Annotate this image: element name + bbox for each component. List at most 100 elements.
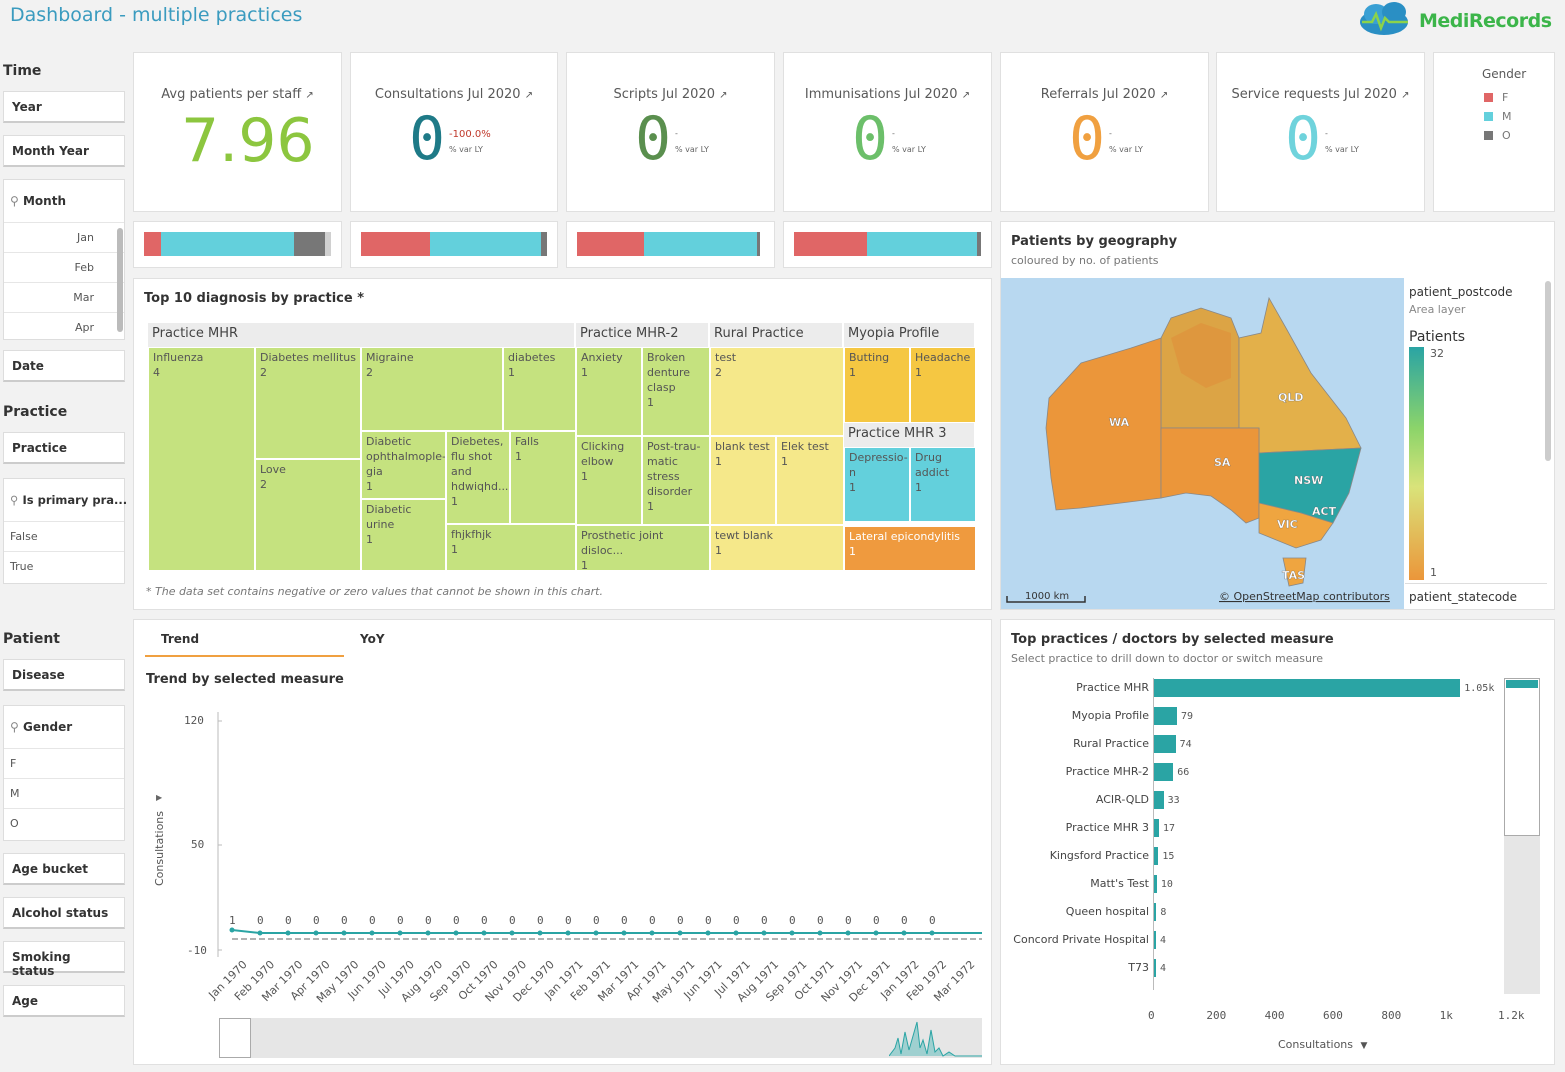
bar-category-label[interactable]: T73 bbox=[1128, 961, 1149, 974]
kpi-service-requests[interactable]: Service requests Jul 2020 ↗ 0 - % var LY bbox=[1216, 52, 1425, 212]
trend-point[interactable] bbox=[901, 930, 907, 936]
bar-category-label[interactable]: Practice MHR bbox=[1076, 681, 1149, 694]
bar[interactable] bbox=[1154, 735, 1176, 753]
trend-point[interactable] bbox=[453, 930, 459, 936]
treemap-cell[interactable]: Prosthetic joint disloc... 1 bbox=[576, 525, 710, 571]
trend-point[interactable] bbox=[397, 930, 403, 936]
gender-segment[interactable] bbox=[293, 232, 326, 256]
gender-item[interactable]: F bbox=[4, 748, 124, 778]
tab-trend[interactable]: Trend bbox=[161, 632, 200, 646]
year-filter[interactable]: Year bbox=[3, 91, 125, 123]
trend-point[interactable] bbox=[229, 927, 235, 933]
primary-practice-listbox[interactable]: ⚲ Is primary pra... False True bbox=[3, 478, 127, 584]
trend-point[interactable] bbox=[257, 930, 263, 936]
trend-point[interactable] bbox=[313, 930, 319, 936]
bar-category-label[interactable]: Matt's Test bbox=[1090, 877, 1149, 890]
bar-category-label[interactable]: Practice MHR-2 bbox=[1065, 765, 1149, 778]
month-item[interactable]: Mar bbox=[4, 282, 124, 312]
trend-plot[interactable] bbox=[212, 712, 984, 962]
map-region-tas[interactable] bbox=[1282, 557, 1307, 587]
treemap-cell[interactable]: Love 2 bbox=[255, 459, 361, 571]
treemap-cell[interactable]: Diabetic urine 1 bbox=[361, 499, 446, 571]
bar-chart-scrollbar[interactable] bbox=[1504, 678, 1540, 994]
treemap-group-header[interactable]: Practice MHR-2 bbox=[576, 323, 710, 347]
bar[interactable] bbox=[1154, 903, 1157, 921]
bar[interactable] bbox=[1154, 959, 1156, 977]
gender-listbox[interactable]: ⚲ Gender F M O bbox=[3, 705, 125, 841]
trend-point[interactable] bbox=[341, 930, 347, 936]
bar-category-label[interactable]: Concord Private Hospital bbox=[1013, 933, 1149, 946]
gender-segment[interactable] bbox=[977, 232, 981, 256]
gender-segment[interactable] bbox=[866, 232, 978, 256]
gender-item[interactable]: M bbox=[4, 778, 124, 808]
gender-segment[interactable] bbox=[756, 232, 761, 256]
gender-segment[interactable] bbox=[794, 232, 867, 256]
trend-point[interactable] bbox=[761, 930, 767, 936]
disease-filter[interactable]: Disease bbox=[3, 659, 125, 691]
external-link-icon[interactable]: ↗ bbox=[305, 90, 314, 101]
treemap-cell[interactable]: tewt blank 1 bbox=[710, 525, 844, 571]
bar[interactable] bbox=[1154, 875, 1157, 893]
age-filter[interactable]: Age bbox=[3, 985, 125, 1017]
gender-item[interactable]: O bbox=[4, 808, 124, 838]
practice-filter[interactable]: Practice bbox=[3, 432, 125, 464]
bar[interactable] bbox=[1154, 763, 1174, 781]
gender-stack-bar[interactable] bbox=[577, 232, 764, 256]
gender-segment[interactable] bbox=[577, 232, 645, 256]
treemap-cell[interactable]: diabetes 1 bbox=[503, 347, 576, 431]
trend-point[interactable] bbox=[565, 930, 571, 936]
bar-category-label[interactable]: Queen hospital bbox=[1065, 905, 1149, 918]
trend-point[interactable] bbox=[733, 930, 739, 936]
treemap-cell[interactable]: Headache 1 bbox=[910, 347, 976, 423]
date-filter[interactable]: Date bbox=[3, 350, 125, 382]
gender-segment[interactable] bbox=[541, 232, 547, 256]
trend-point[interactable] bbox=[285, 930, 291, 936]
bar[interactable] bbox=[1154, 679, 1461, 697]
trend-point[interactable] bbox=[537, 930, 543, 936]
primary-item-false[interactable]: False bbox=[4, 521, 124, 551]
treemap-cell[interactable]: Broken denture clasp 1 bbox=[642, 347, 710, 436]
month-item[interactable]: Feb bbox=[4, 252, 124, 282]
external-link-icon[interactable]: ↗ bbox=[524, 90, 534, 101]
treemap-cell[interactable]: Post-trau-matic stress disorder 1 bbox=[642, 436, 710, 525]
month-listbox[interactable]: ⚲ Month Jan Feb Mar Apr bbox=[3, 179, 125, 340]
kpi-scripts[interactable]: Scripts Jul 2020 ↗ 0 - % var LY bbox=[566, 52, 775, 212]
treemap-cell[interactable]: Diabetes mellitus 2 bbox=[255, 347, 361, 459]
gender-segment[interactable] bbox=[144, 232, 161, 256]
map-region-wa[interactable] bbox=[1045, 337, 1162, 511]
month-item[interactable]: Jan bbox=[4, 222, 124, 252]
month-year-filter[interactable]: Month Year bbox=[3, 135, 125, 167]
month-item[interactable]: Apr bbox=[4, 312, 124, 339]
age-bucket-filter[interactable]: Age bucket bbox=[3, 853, 125, 885]
treemap-cell[interactable]: test 2 bbox=[710, 347, 844, 436]
bar[interactable] bbox=[1154, 819, 1159, 837]
bar-scroll-thumb[interactable] bbox=[1504, 678, 1540, 836]
treemap-cell[interactable]: Diebetes, flu shot and hdwiqhd... 1 bbox=[446, 431, 510, 524]
treemap-cell[interactable]: Lateral epicondylitis 1 bbox=[844, 526, 976, 571]
bar-category-label[interactable]: Rural Practice bbox=[1073, 737, 1149, 750]
kpi-consultations[interactable]: Consultations Jul 2020 ↗ 0 -100.0% % var… bbox=[350, 52, 558, 212]
trend-point[interactable] bbox=[649, 930, 655, 936]
gender-bar-card[interactable] bbox=[783, 221, 992, 268]
range-selector-handle[interactable] bbox=[219, 1018, 251, 1058]
trend-point[interactable] bbox=[425, 930, 431, 936]
tab-yoy[interactable]: YoY bbox=[360, 632, 385, 646]
primary-item-true[interactable]: True bbox=[4, 551, 124, 581]
trend-point[interactable] bbox=[677, 930, 683, 936]
gender-segment[interactable] bbox=[644, 232, 757, 256]
bar-category-label[interactable]: Practice MHR 3 bbox=[1065, 821, 1149, 834]
gender-segment[interactable] bbox=[429, 232, 542, 256]
treemap-cell[interactable]: Diabetic ophthalmople-gia 1 bbox=[361, 431, 446, 499]
trend-point[interactable] bbox=[817, 930, 823, 936]
trend-mini-chart[interactable] bbox=[219, 1018, 982, 1058]
trend-point[interactable] bbox=[929, 930, 935, 936]
trend-card[interactable] bbox=[133, 619, 992, 1065]
gender-bar-card[interactable] bbox=[350, 221, 558, 268]
treemap-cell[interactable]: Butting 1 bbox=[844, 347, 910, 423]
caret-right-icon[interactable]: ▶ bbox=[156, 793, 163, 802]
bar-category-label[interactable]: ACIR-QLD bbox=[1095, 793, 1149, 806]
bar[interactable] bbox=[1154, 931, 1156, 949]
bar-category-label[interactable]: Myopia Profile bbox=[1071, 709, 1149, 722]
bar[interactable] bbox=[1154, 791, 1164, 809]
external-link-icon[interactable]: ↗ bbox=[1159, 90, 1169, 101]
